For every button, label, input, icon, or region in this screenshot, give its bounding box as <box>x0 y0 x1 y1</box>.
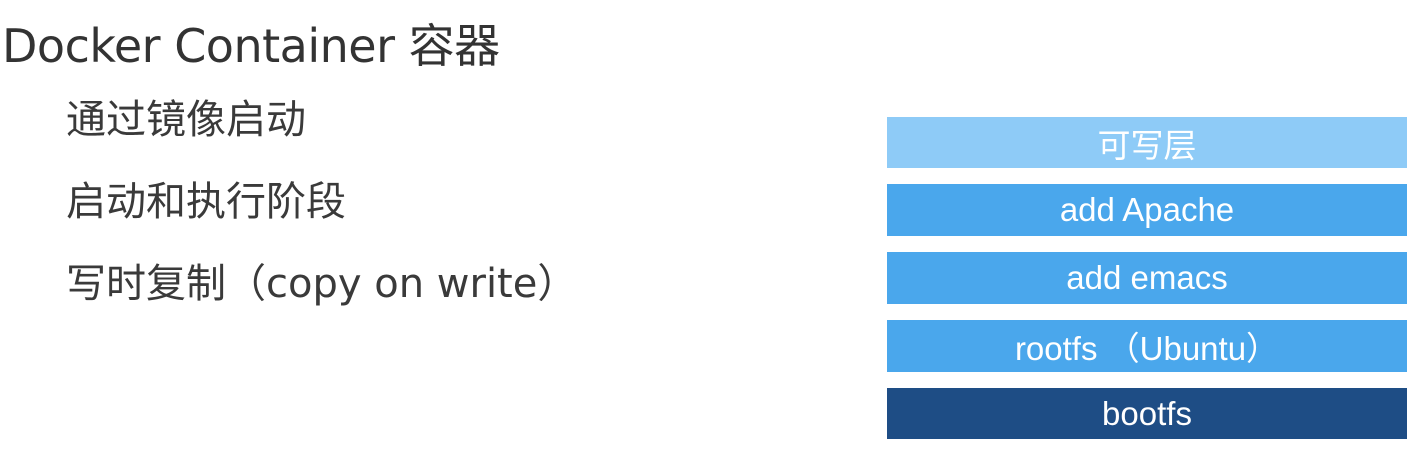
layer-label: rootfs （Ubuntu） <box>1014 330 1280 367</box>
bullet-item: 启动和执行阶段 <box>66 179 346 225</box>
layer-label: add emacs <box>1066 259 1228 296</box>
layer-add-apache: add Apache <box>887 184 1407 236</box>
layer-rootfs: rootfs （Ubuntu） <box>887 320 1407 372</box>
layer-stack: 可写层 add Apache add emacs rootfs （Ubuntu）… <box>887 117 1407 439</box>
layer-writable: 可写层 <box>887 117 1407 168</box>
layer-label: bootfs <box>1102 394 1192 432</box>
layer-bootfs: bootfs <box>887 388 1407 439</box>
bullet-item: 通过镜像启动 <box>66 97 306 143</box>
layer-add-emacs: add emacs <box>887 252 1407 304</box>
slide-title: Docker Container 容器 <box>2 19 500 73</box>
bullet-list: 通过镜像启动 启动和执行阶段 写时复制（copy on write） <box>66 92 577 338</box>
bullet-item: 写时复制（copy on write） <box>66 261 578 307</box>
layer-label: add Apache <box>1059 191 1235 228</box>
layer-label: 可写层 <box>1097 126 1197 164</box>
